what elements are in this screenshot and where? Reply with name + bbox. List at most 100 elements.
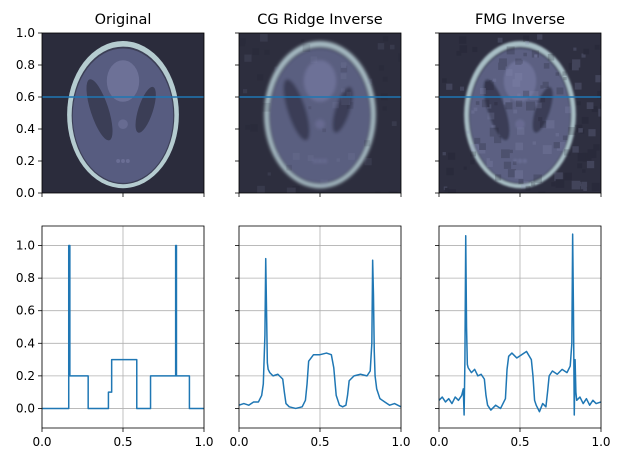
y-tick-label: 0.8 bbox=[16, 58, 35, 72]
artifact-block bbox=[346, 102, 354, 109]
artifact-block bbox=[481, 99, 490, 108]
x-tick-label: 0.0 bbox=[429, 435, 448, 449]
phantom-image bbox=[239, 33, 401, 193]
artifact-block bbox=[542, 145, 552, 155]
panel-title: CG Ridge Inverse bbox=[257, 12, 382, 28]
artifact-block bbox=[515, 100, 523, 107]
artifact-block bbox=[302, 44, 311, 52]
artifact-block bbox=[507, 169, 517, 178]
artifact-block bbox=[498, 62, 506, 70]
artifact-block bbox=[572, 59, 581, 68]
phantom-small-dot bbox=[125, 159, 130, 163]
artifact-block bbox=[463, 166, 467, 170]
y-tick-label: 0.2 bbox=[16, 154, 35, 168]
artifact-block bbox=[517, 127, 525, 135]
artifact-block bbox=[554, 172, 563, 181]
artifact-block bbox=[518, 59, 523, 64]
artifact-block bbox=[583, 48, 590, 55]
artifact-block bbox=[562, 71, 567, 76]
artifact-block bbox=[598, 108, 601, 117]
artifact-block bbox=[568, 62, 576, 70]
artifact-block bbox=[536, 102, 542, 109]
artifact-block bbox=[377, 43, 385, 50]
artifact-block bbox=[320, 179, 328, 187]
artifact-block bbox=[470, 150, 477, 157]
reconstruction-artifacts bbox=[239, 34, 401, 193]
phantom-center-dot bbox=[515, 119, 525, 130]
artifact-block bbox=[591, 106, 598, 113]
artifact-block bbox=[555, 72, 560, 76]
artifact-block bbox=[488, 80, 492, 84]
artifact-block bbox=[260, 34, 268, 42]
artifact-block bbox=[398, 53, 401, 62]
artifact-block bbox=[515, 58, 522, 65]
profile-panel-0: 0.0 0.2 0.4 0.6 0.8 1.0 0.0 0.5 1.0 bbox=[16, 225, 214, 449]
artifact-block bbox=[580, 183, 587, 190]
artifact-block bbox=[513, 109, 518, 114]
artifact-block bbox=[472, 46, 478, 53]
artifact-block bbox=[525, 40, 530, 45]
artifact-block bbox=[577, 163, 583, 169]
artifact-block bbox=[565, 106, 572, 114]
artifact-block bbox=[447, 152, 456, 160]
artifact-block bbox=[336, 158, 340, 162]
artifact-block bbox=[531, 182, 536, 187]
artifact-block bbox=[348, 153, 355, 160]
artifact-block bbox=[578, 128, 583, 133]
artifact-block bbox=[382, 36, 389, 42]
image-panel-0: 0.0 0.2 0.4 0.6 0.8 1.0 Original bbox=[16, 12, 205, 200]
artifact-block bbox=[459, 45, 468, 53]
y-tick-label: 0.4 bbox=[16, 336, 35, 350]
artifact-block bbox=[240, 38, 246, 44]
artifact-block bbox=[588, 129, 596, 137]
artifact-block bbox=[577, 181, 582, 187]
artifact-block bbox=[515, 142, 523, 151]
profile-series-line bbox=[439, 233, 601, 416]
artifact-block bbox=[542, 81, 549, 88]
artifact-block bbox=[546, 120, 555, 129]
artifact-block bbox=[442, 152, 446, 156]
artifact-block bbox=[487, 112, 495, 120]
artifact-block bbox=[301, 38, 305, 43]
artifact-block bbox=[494, 101, 498, 106]
artifact-block bbox=[556, 87, 564, 95]
artifact-block bbox=[267, 172, 271, 176]
x-tick-label: 0.0 bbox=[229, 435, 248, 449]
artifact-block bbox=[274, 66, 279, 71]
phantom-right-ellipse bbox=[332, 86, 353, 133]
artifact-block bbox=[378, 65, 385, 71]
artifact-block bbox=[571, 63, 579, 71]
y-tick-label: 0.4 bbox=[16, 122, 35, 136]
panel-title: FMG Inverse bbox=[475, 12, 565, 28]
artifact-block bbox=[597, 90, 601, 99]
artifact-block bbox=[538, 191, 546, 193]
artifact-block bbox=[495, 174, 502, 181]
artifact-block bbox=[250, 124, 258, 132]
artifact-block bbox=[332, 101, 339, 109]
phantom-right-ellipse bbox=[532, 86, 553, 133]
x-tick-label: 0.5 bbox=[510, 435, 529, 449]
artifact-block bbox=[568, 127, 577, 135]
x-tick-label: 0.5 bbox=[113, 435, 132, 449]
artifact-block bbox=[540, 85, 544, 89]
artifact-block bbox=[578, 124, 583, 129]
artifact-block bbox=[242, 89, 248, 94]
y-tick-label: 1.0 bbox=[16, 26, 35, 40]
artifact-block bbox=[512, 161, 517, 165]
artifact-block bbox=[458, 36, 467, 44]
x-tick-label: 1.0 bbox=[194, 435, 213, 449]
artifact-block bbox=[518, 179, 524, 185]
artifact-block bbox=[443, 186, 448, 190]
y-tick-label: 1.0 bbox=[16, 239, 35, 253]
artifact-block bbox=[600, 58, 601, 67]
artifact-block bbox=[573, 47, 577, 51]
artifact-block bbox=[538, 117, 543, 122]
artifact-block bbox=[540, 97, 546, 103]
artifact-block bbox=[520, 181, 529, 189]
phantom-small-dot bbox=[116, 159, 121, 163]
phantom-left-ellipse bbox=[283, 79, 310, 141]
artifact-block bbox=[525, 185, 531, 191]
artifact-block bbox=[391, 121, 397, 127]
artifact-block bbox=[479, 143, 486, 150]
artifact-block bbox=[514, 73, 523, 81]
